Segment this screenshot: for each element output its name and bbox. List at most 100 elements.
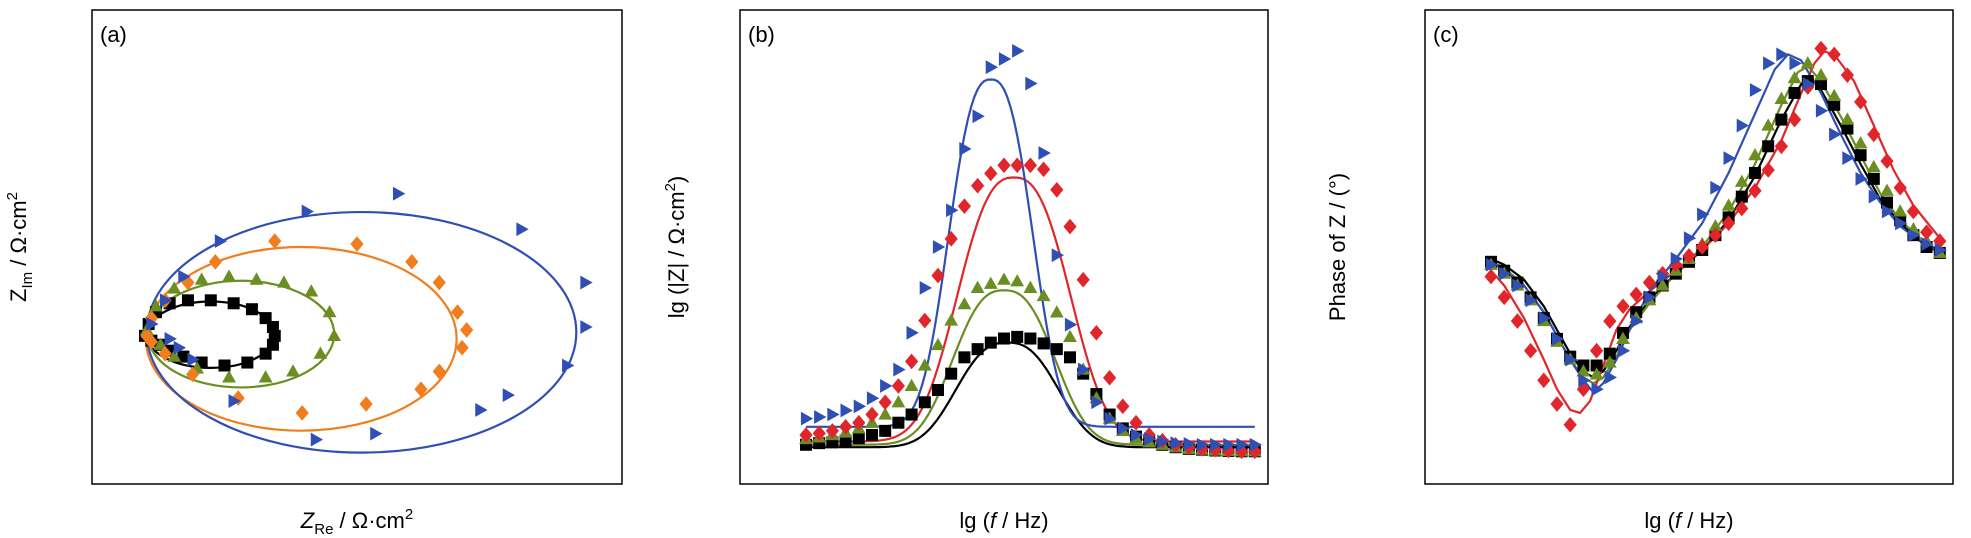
panel-b-point-blank bbox=[892, 416, 905, 429]
panel-c-point-50-mg-l bbox=[1655, 278, 1670, 291]
panel-b-point-250-mg-l bbox=[1089, 325, 1103, 341]
panel-a-point-500-mg-l bbox=[146, 317, 159, 331]
panel-b-point-blank bbox=[958, 351, 971, 364]
panel-a-point-250-mg-l bbox=[158, 345, 172, 362]
panel-c-point-50-mg-l bbox=[1761, 118, 1776, 131]
panel-a-point-250-mg-l bbox=[450, 304, 465, 320]
panel-a-y-title-main: Z bbox=[6, 289, 31, 302]
panel-c-point-500-mg-l bbox=[1868, 189, 1881, 204]
panel-b-point-500-mg-l bbox=[919, 280, 932, 295]
panel-a-point-500-mg-l bbox=[164, 331, 177, 346]
panel-c-phase-plot: (c) lg (f / Hz) Phase of Z / (°) bbox=[1325, 9, 1954, 533]
panel-c-point-250-mg-l bbox=[1722, 215, 1736, 232]
panel-a-series-50-mg-l bbox=[139, 269, 342, 383]
panel-a-point-500-mg-l bbox=[160, 293, 173, 308]
panel-a-label: (a) bbox=[100, 22, 127, 47]
panel-c-point-250-mg-l bbox=[1510, 313, 1524, 329]
panel-a-series-500-mg-l bbox=[146, 186, 593, 447]
panel-a-point-250-mg-l bbox=[460, 322, 474, 338]
panel-c-point-blank bbox=[1815, 78, 1827, 91]
panel-b-point-50-mg-l bbox=[983, 276, 998, 289]
panel-a-point-blank bbox=[177, 350, 190, 363]
panel-a-point-500-mg-l bbox=[301, 204, 314, 219]
panel-a-point-500-mg-l bbox=[214, 234, 228, 248]
panel-c-point-50-mg-l bbox=[1893, 204, 1908, 217]
panel-b-point-50-mg-l bbox=[944, 313, 959, 326]
panel-c-point-250-mg-l bbox=[1735, 200, 1749, 217]
panel-b-point-250-mg-l bbox=[1063, 218, 1077, 235]
panel-c-point-250-mg-l bbox=[1524, 342, 1538, 359]
panel-b-point-blank bbox=[971, 343, 984, 356]
panel-a-y-title-sup: 2 bbox=[4, 192, 21, 200]
panel-c-point-250-mg-l bbox=[1840, 67, 1854, 83]
panel-c-point-blank bbox=[1775, 113, 1788, 126]
panel-a-point-blank bbox=[245, 303, 258, 316]
panel-b-point-blank bbox=[945, 367, 958, 380]
panel-c-point-blank bbox=[1788, 86, 1801, 99]
panel-b-point-50-mg-l bbox=[878, 407, 893, 420]
panel-b-point-500-mg-l bbox=[972, 109, 985, 124]
panel-b-point-500-mg-l bbox=[959, 142, 972, 156]
panel-b-point-500-mg-l bbox=[853, 399, 866, 414]
panel-a-point-250-mg-l bbox=[185, 366, 200, 383]
panel-b-series-250-mg-l bbox=[799, 157, 1262, 460]
panel-a-y-axis-title: ZIm / Ω·cm2 bbox=[4, 192, 36, 302]
panel-a-point-500-mg-l bbox=[502, 388, 515, 403]
panel-b-point-500-mg-l bbox=[1051, 248, 1064, 263]
panel-b-point-250-mg-l bbox=[918, 312, 932, 329]
panel-c-point-500-mg-l bbox=[1736, 118, 1749, 133]
panel-b-bode-magnitude-plot: (b) lg (f / Hz) lg (|Z| / Ω·cm2) bbox=[662, 9, 1269, 533]
panel-a-point-250-mg-l bbox=[231, 390, 245, 406]
panel-a-point-500-mg-l bbox=[393, 186, 406, 201]
panel-c-point-250-mg-l bbox=[1788, 111, 1802, 128]
panel-b-point-250-mg-l bbox=[1023, 157, 1037, 174]
panel-b-fit-500-mg-l bbox=[806, 78, 1255, 428]
panel-a-point-500-mg-l bbox=[178, 269, 191, 284]
panel-c-point-50-mg-l bbox=[1602, 355, 1617, 368]
panel-b-point-blank bbox=[866, 428, 878, 441]
panel-b-point-50-mg-l bbox=[970, 280, 985, 293]
panel-b-point-blank bbox=[1050, 343, 1063, 356]
panel-c-point-500-mg-l bbox=[1710, 180, 1723, 195]
panel-b-point-500-mg-l bbox=[1091, 395, 1104, 410]
panel-b-point-50-mg-l bbox=[1010, 274, 1025, 287]
panel-c-point-blank bbox=[1828, 98, 1841, 111]
panel-c-point-500-mg-l bbox=[1763, 56, 1776, 71]
panel-c-point-500-mg-l bbox=[1723, 151, 1736, 166]
panel-b-point-500-mg-l bbox=[1038, 146, 1051, 160]
panel-a-point-500-mg-l bbox=[187, 352, 200, 367]
panel-a-point-500-mg-l bbox=[173, 340, 187, 355]
panel-a-point-250-mg-l bbox=[144, 334, 158, 350]
panel-c-point-250-mg-l bbox=[1537, 372, 1551, 389]
panel-c-point-500-mg-l bbox=[1644, 290, 1657, 305]
panel-c-point-250-mg-l bbox=[1616, 298, 1630, 315]
panel-c-point-blank bbox=[1749, 166, 1761, 179]
panel-b-point-blank bbox=[932, 384, 944, 397]
panel-c-label: (c) bbox=[1433, 22, 1459, 47]
panel-b-point-250-mg-l bbox=[1076, 271, 1090, 288]
panel-c-data-points bbox=[1484, 40, 1947, 433]
panel-a-x-title-unit: / Ω·cm bbox=[333, 508, 404, 533]
panel-c-point-250-mg-l bbox=[1590, 342, 1604, 359]
panel-c-point-500-mg-l bbox=[1749, 83, 1763, 97]
panel-b-series-50-mg-l bbox=[799, 272, 1262, 457]
panel-c-x-title-pre: lg ( bbox=[1644, 508, 1675, 533]
panel-c-point-50-mg-l bbox=[1880, 183, 1894, 196]
panel-b-point-50-mg-l bbox=[917, 358, 932, 371]
panel-c-point-blank bbox=[1590, 359, 1603, 372]
panel-b-point-50-mg-l bbox=[931, 337, 945, 351]
panel-c-point-blank bbox=[1867, 172, 1880, 185]
panel-a-point-50-mg-l bbox=[304, 284, 319, 297]
panel-a-point-blank bbox=[227, 297, 240, 310]
panel-b-point-500-mg-l bbox=[1157, 434, 1170, 449]
panel-b-point-50-mg-l bbox=[957, 297, 972, 310]
panel-a-point-50-mg-l bbox=[167, 281, 182, 294]
panel-a-x-axis-title: ZRe / Ω·cm2 bbox=[300, 506, 413, 538]
panel-b-point-blank bbox=[905, 408, 918, 421]
panel-c-point-50-mg-l bbox=[1840, 112, 1855, 125]
panel-b-point-250-mg-l bbox=[825, 423, 839, 439]
panel-b-fit-curves bbox=[806, 78, 1255, 449]
panel-b-point-blank bbox=[879, 424, 892, 437]
panel-c-point-blank bbox=[1854, 149, 1867, 162]
panel-b-point-500-mg-l bbox=[1183, 437, 1196, 451]
